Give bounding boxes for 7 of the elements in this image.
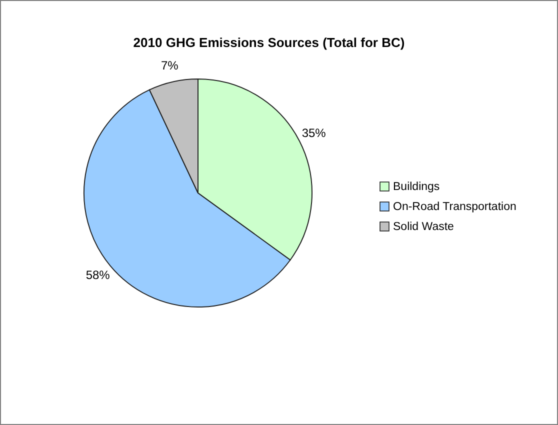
data-label: 35% [302,126,326,140]
legend-label: Solid Waste [393,221,454,234]
chart-title: 2010 GHG Emissions Sources (Total for BC) [133,35,405,50]
legend-label: Buildings [393,181,440,194]
legend-label: On-Road Transportation [393,201,516,214]
data-label: 58% [86,268,110,282]
data-label: 7% [160,58,179,72]
